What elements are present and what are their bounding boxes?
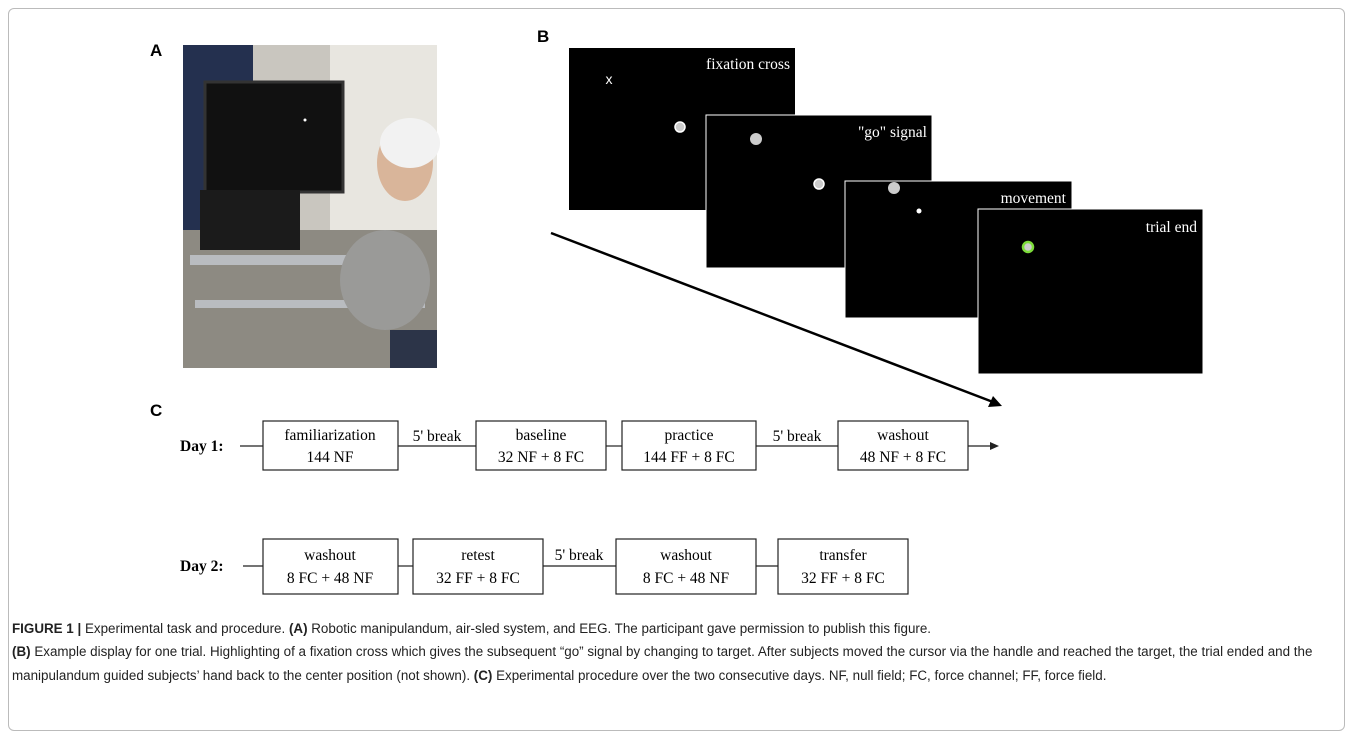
block-name: retest [461,547,495,564]
caption-text: Robotic manipulandum, air-sled system, a… [311,621,931,636]
figure-label: FIGURE 1 | [12,621,81,636]
caption-text: Experimental task and procedure. [85,621,285,636]
screen-label: trial end [1146,219,1197,236]
day-label: Day 1: [180,438,223,455]
block: familiarization 144 NF [263,421,398,470]
panel-label: B [537,27,549,46]
block: retest 32 FF + 8 FC [413,539,543,594]
block-name: washout [660,547,712,564]
cursor [917,209,922,214]
block: practice 144 FF + 8 FC [622,421,756,470]
page: {"panel_a": {"label": "A"}, "panel_b": {… [0,0,1355,738]
caption-text: Experimental procedure over the two cons… [496,668,1106,683]
block: washout 8 FC + 48 NF [263,539,398,594]
screen-label: fixation cross [706,56,790,73]
block-trials: 48 NF + 8 FC [860,449,946,466]
screen-label: "go" signal [858,124,927,141]
block-trials: 8 FC + 48 NF [287,570,374,587]
target [750,133,762,145]
block-trials: 32 NF + 8 FC [498,449,584,466]
block-name: washout [877,427,929,444]
photo [183,45,440,368]
caption: FIGURE 1 | Experimental task and procedu… [12,617,1350,687]
caption-panel-label: (C) [474,668,493,683]
block: transfer 32 FF + 8 FC [778,539,908,594]
panel-label: A [150,41,162,60]
body: A B fixation cross x "go" signal movemen… [0,0,1355,738]
target [888,182,900,194]
center-dot [814,179,824,189]
block-name: familiarization [284,427,375,444]
block: washout 8 FC + 48 NF [616,539,756,594]
screen-label: movement [1001,190,1067,207]
block-name: transfer [819,547,867,564]
block-name: practice [664,427,713,444]
block-trials: 8 FC + 48 NF [643,570,730,587]
day-label: Day 2: [180,558,223,575]
block-trials: 144 NF [307,449,354,466]
block-trials: 144 FF + 8 FC [643,449,734,466]
caption-panel-label: (A) [289,621,308,636]
break-label: 5' break [773,428,822,445]
block: baseline 32 NF + 8 FC [476,421,606,470]
figure: A B fixation cross x "go" signal movemen… [0,0,1355,615]
break-label: 5' break [555,547,604,564]
block: washout 48 NF + 8 FC [838,421,968,470]
target-hit [1023,242,1033,252]
center-dot [675,122,685,132]
block-name: washout [304,547,356,564]
block-trials: 32 FF + 8 FC [801,570,885,587]
block-name: baseline [516,427,567,444]
break-label: 5' break [413,428,462,445]
block-trials: 32 FF + 8 FC [436,570,520,587]
fixation-cross: x [606,71,613,87]
caption-panel-label: (B) [12,644,31,659]
panel-label: C [150,401,162,420]
